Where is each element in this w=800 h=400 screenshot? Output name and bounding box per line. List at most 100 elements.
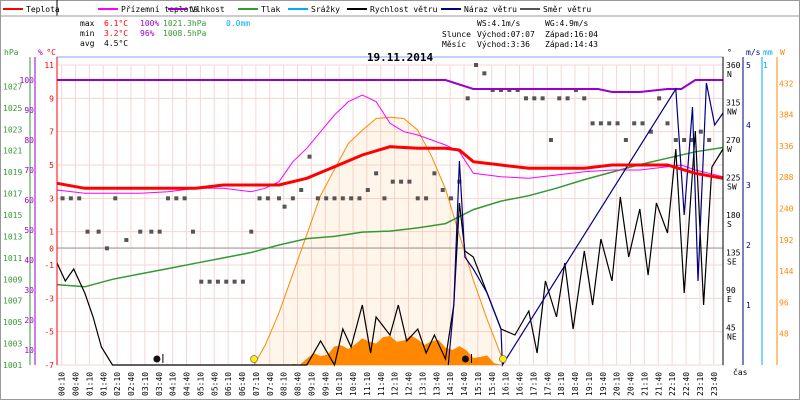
tick-label-compass: NE <box>727 333 737 342</box>
tick-label-hpa: 1013 <box>3 232 22 241</box>
axis-header-mm: mm <box>763 48 773 57</box>
wind-direction-point <box>104 246 109 251</box>
tick-label-x: 06:40 <box>238 372 247 396</box>
wind-direction-point <box>582 96 587 101</box>
tick-label-pct: 30 <box>24 286 34 295</box>
tick-label-x: 09:10 <box>307 372 316 396</box>
tick-label-ms: 2 <box>746 241 751 250</box>
wind-direction-point <box>382 196 387 201</box>
wind-direction-point <box>532 96 537 101</box>
tick-label-hpa: 1009 <box>3 275 22 284</box>
wind-direction-point <box>623 138 628 142</box>
wind-direction-point <box>565 96 570 101</box>
info-slunce: Slunce <box>442 30 471 39</box>
axis-headers: hPa % °C ° m/s mm W <box>4 48 785 57</box>
tick-label-x: 10:40 <box>349 372 358 396</box>
wind-direction-point <box>632 121 637 126</box>
wind-direction-point <box>523 96 528 101</box>
stats-vlhkost-min: 96% <box>140 29 155 38</box>
info-mesic-vychod: Východ:3:36 <box>477 40 530 49</box>
wind-direction-point <box>707 138 712 142</box>
legend-label: Srážky <box>311 5 340 14</box>
wind-direction-point <box>174 196 179 201</box>
wind-direction-point <box>340 196 345 201</box>
wind-direction-point <box>390 179 395 184</box>
tick-label-compass: SE <box>727 258 737 267</box>
wind-direction-point <box>690 138 695 142</box>
legend-label: Směr větru <box>543 5 591 14</box>
tick-label-x: 19:10 <box>585 372 594 396</box>
tick-label-x: 02:10 <box>113 372 122 396</box>
tick-label-deg: 90 <box>726 286 736 295</box>
tick-label-x: 10:10 <box>335 372 344 396</box>
wind-direction-point <box>399 179 404 184</box>
tick-label-hpa: 1001 <box>3 361 22 370</box>
wind-direction-point <box>665 121 670 126</box>
wind-direction-point <box>96 229 101 234</box>
tick-label-x: 14:10 <box>446 372 455 396</box>
info-slunce-vychod: Východ:07:07 <box>477 30 535 39</box>
wind-direction-point <box>374 171 379 176</box>
wind-direction-point <box>590 121 595 126</box>
series-line-naraz-vetru <box>447 82 724 367</box>
tick-label-x: 01:40 <box>99 372 108 396</box>
stats-vlhkost-max: 100% <box>140 19 159 28</box>
tick-label-ms: 3 <box>746 181 751 190</box>
tick-label-x: 01:10 <box>85 372 94 396</box>
wind-direction-point <box>166 196 170 201</box>
tick-label-x: 09:40 <box>321 372 330 396</box>
stats-label-max: max <box>80 19 95 28</box>
sunset-icon <box>499 355 507 363</box>
legend-item-naraz-vetru: Náraz větru <box>441 5 517 14</box>
tick-label-deg: 180 <box>726 211 741 220</box>
tick-label-hpa: 1027 <box>3 82 22 91</box>
tick-label-x: 06:10 <box>224 372 233 396</box>
tick-label-x: 07:40 <box>266 372 275 396</box>
tick-label-w: 48 <box>779 330 789 339</box>
wind-direction-point <box>682 138 687 142</box>
tick-label-degc: 11 <box>44 61 54 70</box>
wind-direction-point <box>215 279 220 284</box>
moonset-icon <box>461 355 469 363</box>
stats-tlak-max: 1021.3hPa <box>163 19 207 28</box>
legend-label: Rychlost větru <box>370 5 438 14</box>
tick-label-compass: E <box>727 295 732 304</box>
tick-label-x: 11:10 <box>363 372 372 396</box>
tick-label-degc: 1 <box>49 228 54 237</box>
wind-direction-point <box>282 204 287 209</box>
wind-direction-point <box>85 229 90 234</box>
wind-direction-point <box>182 196 187 201</box>
wind-direction-point <box>240 279 245 284</box>
tick-label-x: 03:40 <box>155 372 164 396</box>
legend-item-srazky: Srážky <box>288 5 340 14</box>
plot-area <box>56 56 724 366</box>
wind-direction-point <box>465 96 470 101</box>
wind-direction-point <box>640 121 645 126</box>
tick-label-x: 08:40 <box>294 372 303 396</box>
wind-direction-point <box>424 196 429 201</box>
tick-label-mm: 1 <box>763 61 768 70</box>
wind-direction-point <box>607 121 612 126</box>
wind-direction-point <box>190 229 195 234</box>
series-line-vlhkost <box>57 79 723 93</box>
tick-label-w: 96 <box>779 298 789 307</box>
tick-label-x: 21:10 <box>640 372 649 396</box>
tick-label-w: 432 <box>779 79 794 88</box>
wind-direction-point <box>657 96 662 101</box>
tick-label-x: 15:40 <box>488 372 497 396</box>
wind-direction-point <box>277 196 281 201</box>
legend-item-rychlost-vetru: Rychlost větru <box>347 5 438 14</box>
tick-label-x: 07:10 <box>252 372 261 396</box>
tick-label-x: 05:40 <box>210 372 219 396</box>
tick-label-degc: 0 <box>49 244 54 253</box>
tick-label-x: 16:40 <box>516 372 525 396</box>
tick-label-x: 13:10 <box>418 372 427 396</box>
wind-direction-point <box>598 121 603 126</box>
axis-header-ms: m/s <box>746 48 761 57</box>
stats-block: max min avg 6.1°C 3.2°C 4.5°C 100% 96% 1… <box>80 19 250 48</box>
wind-direction-point <box>113 196 118 201</box>
legend: Teplota Přízemní teplota Vlhkost Tlak Sr… <box>3 5 591 14</box>
wind-direction-point <box>315 196 320 201</box>
wind-direction-point <box>457 179 462 184</box>
tick-label-compass: NW <box>727 108 737 117</box>
